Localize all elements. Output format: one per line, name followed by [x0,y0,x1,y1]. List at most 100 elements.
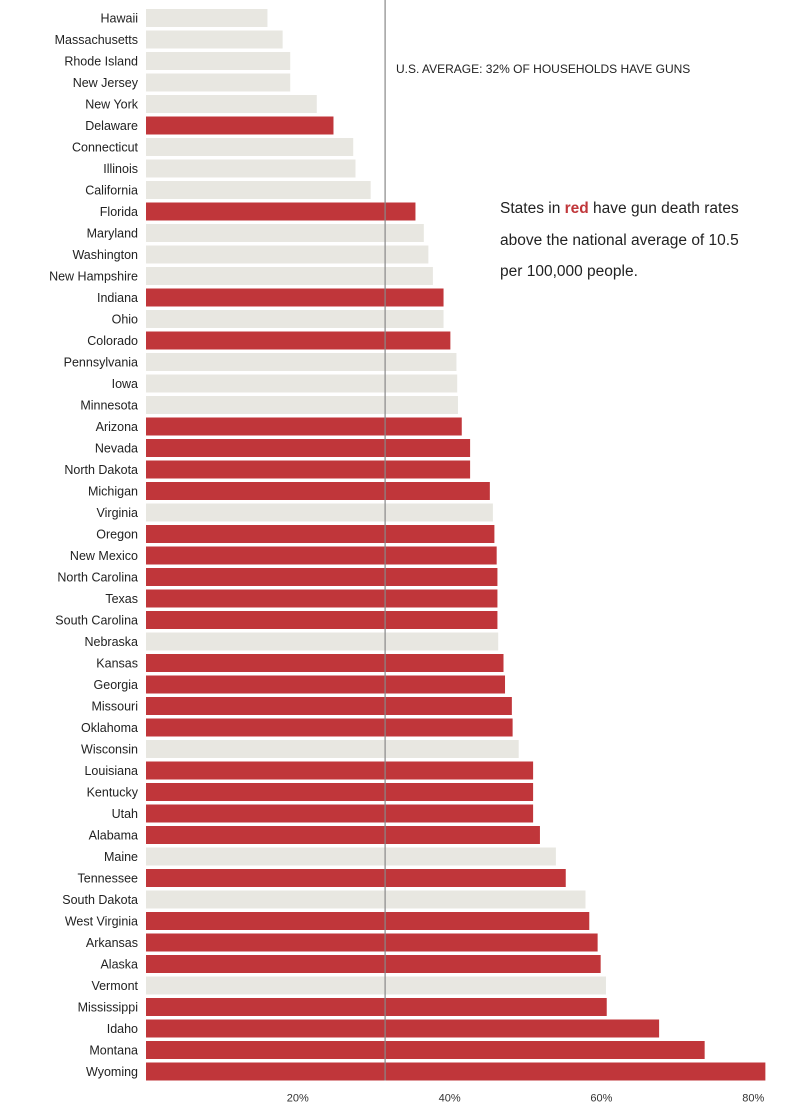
bar-washington [146,245,429,264]
bar-massachusetts [146,30,283,49]
state-label-new-hampshire: New Hampshire [49,270,138,284]
state-label-tennessee: Tennessee [78,872,139,886]
legend-note-prefix: States in [500,200,565,217]
bar-north-carolina [146,568,498,586]
state-label-nevada: Nevada [95,442,138,456]
bar-maryland [146,224,424,242]
bar-wyoming [146,1062,766,1081]
bar-utah [146,804,534,823]
state-label-mississippi: Mississippi [78,1001,138,1015]
bar-pennsylvania [146,353,457,371]
state-label-pennsylvania: Pennsylvania [64,356,138,370]
bar-wisconsin [146,740,519,758]
bar-virginia [146,503,493,522]
state-labels-group: Hawaii Massachusetts Rhode Island New Jerse… [49,12,139,1080]
bar-oregon [146,525,495,543]
x-tick-label: 20% [287,1093,309,1105]
state-label-alabama: Alabama [89,829,138,843]
state-label-colorado: Colorado [87,334,138,348]
state-label-indiana: Indiana [97,291,138,305]
state-label-virginia: Virginia [97,506,139,520]
bar-rhode-island [146,52,291,70]
legend-note-suffix: have gun death rates above the national … [500,200,739,280]
bar-louisiana [146,761,534,780]
state-label-oregon: Oregon [96,528,138,542]
bar-arkansas [146,933,598,952]
bar-indiana [146,288,444,307]
bar-new-mexico [146,546,497,565]
bar-arizona [146,417,462,436]
state-label-florida: Florida [100,205,138,219]
bar-kentucky [146,783,534,801]
bar-new-york [146,95,317,113]
bar-montana [146,1041,705,1059]
x-tick-label: 80% [742,1093,764,1105]
bar-florida [146,202,416,221]
state-label-kentucky: Kentucky [87,786,139,800]
state-label-new-york: New York [85,98,139,112]
state-label-minnesota: Minnesota [80,399,138,413]
state-label-oklahoma: Oklahoma [81,721,138,735]
state-label-utah: Utah [112,807,138,821]
bar-illinois [146,159,356,178]
bar-new-hampshire [146,267,433,285]
state-label-south-carolina: South Carolina [55,614,138,628]
state-label-montana: Montana [89,1044,138,1058]
x-tick-label: 40% [439,1093,461,1105]
us-average-label: U.S. AVERAGE: 32% OF HOUSEHOLDS HAVE GUN… [396,62,690,76]
bar-kansas [146,654,504,672]
state-label-washington: Washington [72,248,138,262]
state-label-missouri: Missouri [91,700,138,714]
state-label-illinois: Illinois [103,162,138,176]
state-label-georgia: Georgia [94,678,139,692]
state-label-south-dakota: South Dakota [62,893,138,907]
state-label-wisconsin: Wisconsin [81,743,138,757]
state-label-north-carolina: North Carolina [57,571,138,585]
bar-idaho [146,1019,660,1038]
bars-group [146,9,766,1081]
bar-michigan [146,482,490,500]
state-label-alaska: Alaska [100,958,138,972]
state-label-idaho: Idaho [107,1022,138,1036]
bar-iowa [146,374,458,393]
bar-tennessee [146,869,566,887]
state-label-connecticut: Connecticut [72,141,139,155]
bar-south-dakota [146,890,586,909]
bar-minnesota [146,396,458,414]
bar-nebraska [146,632,499,651]
bar-delaware [146,116,334,135]
state-label-nebraska: Nebraska [85,635,139,649]
state-label-hawaii: Hawaii [100,12,138,26]
bar-vermont [146,976,606,995]
state-label-louisiana: Louisiana [84,764,138,778]
state-label-arkansas: Arkansas [86,936,138,950]
bar-new-jersey [146,73,291,92]
bar-oklahoma [146,718,513,737]
state-label-arizona: Arizona [96,420,138,434]
legend-note: States in red have gun death rates above… [500,193,740,288]
state-label-north-dakota: North Dakota [64,463,138,477]
bar-alabama [146,826,540,844]
bar-california [146,181,371,199]
bar-hawaii [146,9,268,27]
state-label-michigan: Michigan [88,485,138,499]
state-label-california: California [85,184,138,198]
bar-west-virginia [146,912,590,930]
bar-ohio [146,310,444,328]
state-label-vermont: Vermont [91,979,138,993]
legend-note-red-word: red [564,200,589,217]
bar-maine [146,847,556,866]
state-label-kansas: Kansas [96,657,138,671]
state-label-new-mexico: New Mexico [70,549,138,563]
x-axis-ticks: 20% 40% 60% 80% [287,1093,765,1105]
bar-georgia [146,675,506,694]
bar-nevada [146,439,471,457]
state-label-iowa: Iowa [112,377,138,391]
state-label-ohio: Ohio [112,313,138,327]
bar-south-carolina [146,611,498,629]
state-label-west-virginia: West Virginia [65,915,138,929]
state-label-delaware: Delaware [85,119,138,133]
state-label-rhode-island: Rhode Island [64,55,138,69]
bar-north-dakota [146,460,471,479]
state-label-massachusetts: Massachusetts [55,33,138,47]
